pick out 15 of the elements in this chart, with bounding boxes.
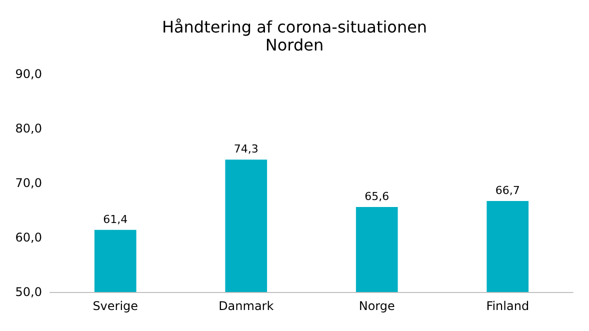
y-tick-label: 60,0: [15, 230, 42, 244]
data-label: 66,7: [495, 184, 520, 197]
y-tick-label: 70,0: [15, 176, 42, 190]
chart-subtitle: Norden: [265, 36, 324, 54]
y-tick-label: 80,0: [15, 122, 42, 136]
chart-title: Håndtering af corona-situationen: [162, 18, 428, 36]
data-label: 61,4: [103, 212, 128, 226]
data-label: 74,3: [234, 142, 258, 156]
x-tick-label: Danmark: [218, 299, 274, 313]
x-tick-label: Finland: [486, 299, 530, 313]
y-tick-label: 50,0: [15, 285, 42, 299]
x-tick-label: Norge: [358, 299, 395, 313]
y-tick-label: 90,0: [15, 67, 42, 81]
data-label: 65,6: [364, 190, 390, 203]
x-tick-label: Sverige: [92, 299, 138, 313]
